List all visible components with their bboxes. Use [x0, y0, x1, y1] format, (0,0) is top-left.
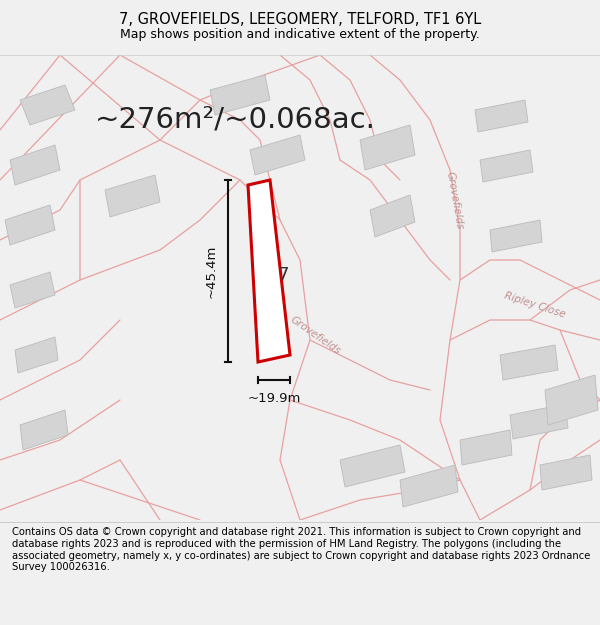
Text: 7: 7 — [277, 266, 289, 284]
Polygon shape — [540, 455, 592, 490]
Polygon shape — [400, 465, 458, 507]
Polygon shape — [370, 195, 415, 237]
Polygon shape — [15, 337, 58, 373]
Text: Grovefields: Grovefields — [288, 314, 342, 356]
Polygon shape — [5, 205, 55, 245]
Polygon shape — [545, 375, 598, 425]
Polygon shape — [510, 404, 568, 439]
Polygon shape — [10, 145, 60, 185]
Text: Contains OS data © Crown copyright and database right 2021. This information is : Contains OS data © Crown copyright and d… — [12, 528, 590, 572]
Polygon shape — [340, 445, 405, 487]
Polygon shape — [10, 272, 55, 308]
Text: Map shows position and indicative extent of the property.: Map shows position and indicative extent… — [120, 28, 480, 41]
Text: Ripley Close: Ripley Close — [503, 291, 567, 319]
Polygon shape — [475, 100, 528, 132]
Polygon shape — [105, 175, 160, 217]
Text: ~276m²/~0.068ac.: ~276m²/~0.068ac. — [95, 106, 376, 134]
Text: Grovefields: Grovefields — [445, 170, 465, 230]
Polygon shape — [250, 135, 305, 175]
Polygon shape — [490, 220, 542, 252]
Polygon shape — [248, 180, 290, 362]
Text: ~19.9m: ~19.9m — [247, 392, 301, 405]
Polygon shape — [360, 125, 415, 170]
Polygon shape — [460, 430, 512, 465]
Polygon shape — [210, 75, 270, 115]
Text: 7, GROVEFIELDS, LEEGOMERY, TELFORD, TF1 6YL: 7, GROVEFIELDS, LEEGOMERY, TELFORD, TF1 … — [119, 12, 481, 27]
Polygon shape — [20, 85, 75, 125]
Text: ~45.4m: ~45.4m — [205, 244, 218, 298]
Polygon shape — [500, 345, 558, 380]
Polygon shape — [20, 410, 68, 450]
Polygon shape — [480, 150, 533, 182]
